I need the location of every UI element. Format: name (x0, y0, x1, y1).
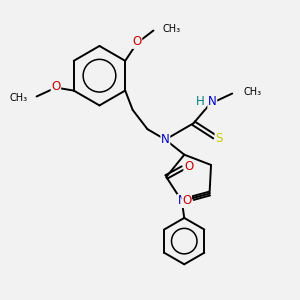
Text: O: O (184, 160, 193, 173)
Text: CH₃: CH₃ (244, 87, 262, 97)
Text: H: H (196, 95, 205, 108)
Text: N: N (178, 194, 186, 208)
Text: CH₃: CH₃ (10, 93, 28, 103)
Text: N: N (161, 133, 170, 146)
Text: N: N (208, 95, 217, 108)
Text: S: S (215, 132, 223, 145)
Text: O: O (51, 80, 61, 93)
Text: O: O (133, 35, 142, 48)
Text: O: O (182, 194, 191, 207)
Text: CH₃: CH₃ (163, 24, 181, 34)
